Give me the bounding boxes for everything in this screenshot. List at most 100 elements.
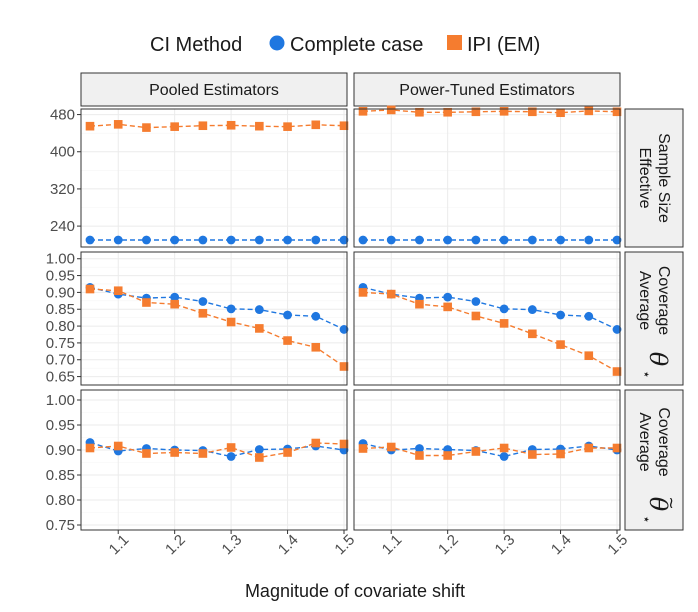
series-line-ipi-em <box>362 109 618 114</box>
data-point-ipi-em <box>584 351 594 361</box>
data-point-ipi-em <box>528 107 537 117</box>
x-tick-label: 1.1 <box>106 531 133 558</box>
data-point-complete-case <box>226 452 236 461</box>
data-point-ipi-em <box>255 121 264 131</box>
x-tick-label: 1.3 <box>492 531 519 558</box>
legend-marker-complete-case <box>269 35 285 51</box>
data-point-ipi-em <box>170 299 179 309</box>
data-point-complete-case <box>142 235 151 245</box>
data-point-ipi-em <box>283 448 292 457</box>
y-tick-label: 0.80 <box>46 492 75 509</box>
row-strip-label-2-line-2: Coverage <box>655 266 672 335</box>
data-point-ipi-em <box>471 311 481 321</box>
x-tick-label: 1.5 <box>604 531 631 558</box>
data-point-ipi-em <box>584 106 594 116</box>
data-point-complete-case <box>85 235 95 245</box>
series-line-ipi-em <box>89 123 345 129</box>
data-point-ipi-em <box>170 122 179 131</box>
data-point-complete-case <box>198 297 208 306</box>
y-tick-label: 480 <box>50 107 75 124</box>
y-tick-label: 1.00 <box>46 251 75 268</box>
data-point-ipi-em <box>198 449 208 458</box>
row-strip-label-2-line-1: Average <box>636 271 653 330</box>
data-point-complete-case <box>283 235 292 245</box>
row-strip-symbol-2: θ⋆ <box>638 352 672 379</box>
data-point-ipi-em <box>283 122 292 131</box>
series-line-ipi-em <box>89 442 345 459</box>
row-strip-label-1-line-1: Effective <box>636 147 653 208</box>
data-point-ipi-em <box>226 120 236 130</box>
data-point-complete-case <box>612 235 622 245</box>
panel-border <box>80 108 348 248</box>
data-point-complete-case <box>612 325 622 334</box>
data-point-ipi-em <box>386 289 396 299</box>
legend-label-ipi-em: IPI (EM) <box>467 34 540 56</box>
data-point-ipi-em <box>113 441 123 451</box>
data-point-ipi-em <box>415 299 424 309</box>
y-tick-label: 0.95 <box>46 268 75 285</box>
data-point-ipi-em <box>443 107 452 117</box>
row-strip-3 <box>624 389 684 531</box>
series-line-ipi-em <box>89 288 345 368</box>
column-strip-power-tuned-estimators <box>353 72 621 107</box>
data-point-ipi-em <box>499 319 509 328</box>
column-strip-label-pooled-estimators: Pooled Estimators <box>149 82 279 99</box>
data-point-complete-case <box>170 292 180 302</box>
y-tick-label: 0.80 <box>46 318 75 335</box>
data-point-complete-case <box>499 452 509 461</box>
data-point-ipi-em <box>339 121 349 131</box>
y-tick-label: 0.75 <box>46 517 75 534</box>
data-point-ipi-em <box>443 451 452 460</box>
data-point-ipi-em <box>528 329 537 339</box>
data-point-complete-case <box>556 235 565 245</box>
panel-background <box>354 390 620 530</box>
data-point-ipi-em <box>339 439 349 449</box>
data-point-ipi-em <box>358 444 368 453</box>
data-point-ipi-em <box>612 443 622 453</box>
panel-r3-c2 <box>353 389 622 531</box>
data-point-complete-case <box>499 235 509 245</box>
y-tick-label: 400 <box>50 144 75 161</box>
plot-area: Pooled Estimators Power-Tuned Estimators E… <box>46 72 684 558</box>
data-point-complete-case <box>339 325 349 334</box>
data-point-ipi-em <box>386 105 396 115</box>
data-point-ipi-em <box>255 324 264 333</box>
data-point-complete-case <box>415 235 424 245</box>
row-strip-symbol-3: θ ⋆ ~ <box>638 496 681 523</box>
data-point-ipi-em <box>85 284 95 294</box>
data-point-ipi-em <box>339 362 349 371</box>
row-strip-1 <box>624 108 684 248</box>
x-tick-label: 1.2 <box>435 531 462 558</box>
panel-r1-c1 <box>80 108 349 248</box>
data-point-complete-case <box>283 310 292 320</box>
data-point-complete-case <box>499 304 509 314</box>
data-point-ipi-em <box>226 443 236 452</box>
data-point-ipi-em <box>443 302 452 312</box>
x-tick-label: 1.3 <box>219 531 246 558</box>
theta-symbol: θ <box>644 352 672 367</box>
data-point-ipi-em <box>85 443 95 453</box>
y-tick-label: 0.90 <box>46 442 75 459</box>
panel-border <box>353 251 621 386</box>
y-tick-label: 1.00 <box>46 392 75 409</box>
data-point-ipi-em <box>612 367 622 376</box>
data-point-complete-case <box>556 310 565 320</box>
theta-tilde-accent: ~ <box>662 496 681 509</box>
data-point-ipi-em <box>499 107 509 116</box>
panel-r1-c2 <box>353 105 622 248</box>
data-point-complete-case <box>339 235 349 245</box>
data-point-ipi-em <box>471 447 481 456</box>
data-point-complete-case <box>226 235 236 245</box>
data-point-complete-case <box>170 235 180 245</box>
legend-label-complete-case: Complete case <box>290 34 423 56</box>
data-point-ipi-em <box>255 453 264 462</box>
data-point-ipi-em <box>386 442 396 452</box>
legend-marker-ipi-em <box>447 35 462 50</box>
theta-subscript-star: ⋆ <box>638 515 654 524</box>
x-axis-title: Magnitude of covariate shift <box>245 581 465 601</box>
panel-background <box>81 390 347 530</box>
panel-r2-c1 <box>80 251 349 386</box>
x-tick-label: 1.4 <box>548 531 575 558</box>
data-point-complete-case <box>311 235 321 245</box>
